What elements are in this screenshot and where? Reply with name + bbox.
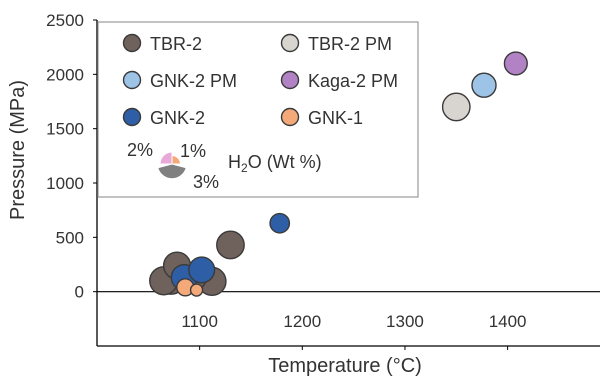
data-point — [441, 92, 471, 122]
y-tick-label: 1500 — [46, 120, 84, 139]
size-key-wedge — [159, 151, 173, 165]
size-key-label: 3% — [193, 172, 219, 192]
y-tick-label: 500 — [56, 228, 84, 247]
legend-swatch — [280, 70, 300, 90]
y-tick-label: 1000 — [46, 174, 84, 193]
legend-box — [97, 21, 419, 198]
x-tick-label: 1300 — [386, 312, 424, 331]
size-key-title: H2O (Wt %) — [228, 152, 322, 175]
y-tick-label: 2500 — [46, 11, 84, 30]
data-point — [269, 212, 291, 234]
legend-swatch — [122, 33, 142, 53]
legend-label: GNK-2 PM — [150, 71, 237, 91]
legend-swatch — [280, 33, 300, 53]
data-point — [216, 230, 245, 260]
x-tick-label: 1100 — [181, 312, 218, 331]
data-points — [149, 51, 528, 297]
data-point — [188, 256, 216, 284]
legend-swatch — [280, 107, 300, 127]
data-point — [503, 51, 528, 76]
y-tick-label: 2000 — [46, 65, 84, 84]
legend-label: GNK-2 — [150, 108, 205, 128]
y-tick-label: 0 — [75, 283, 84, 302]
x-tick-label: 1200 — [283, 312, 321, 331]
data-point — [471, 72, 497, 98]
data-point — [189, 283, 204, 297]
legend-label: GNK-1 — [308, 108, 363, 128]
legend-label: Kaga-2 PM — [308, 71, 398, 91]
legend-label: TBR-2 PM — [308, 34, 392, 54]
legend-swatch — [122, 70, 142, 90]
legend: TBR-2 TBR-2 PM GNK-2 PM Kaga-2 PM GNK-2 GNK-1… — [97, 21, 419, 198]
size-key-wedge — [157, 163, 187, 180]
x-tick-label: 1400 — [489, 312, 527, 331]
legend-label: TBR-2 — [150, 34, 202, 54]
size-key-label: 1% — [180, 141, 206, 161]
x-axis-title: Temperature (°C) — [268, 355, 422, 377]
legend-swatch — [122, 107, 142, 127]
size-key-wedge — [171, 154, 182, 165]
size-key-label: 2% — [127, 140, 153, 160]
y-axis-title: Pressure (MPa) — [7, 80, 29, 220]
